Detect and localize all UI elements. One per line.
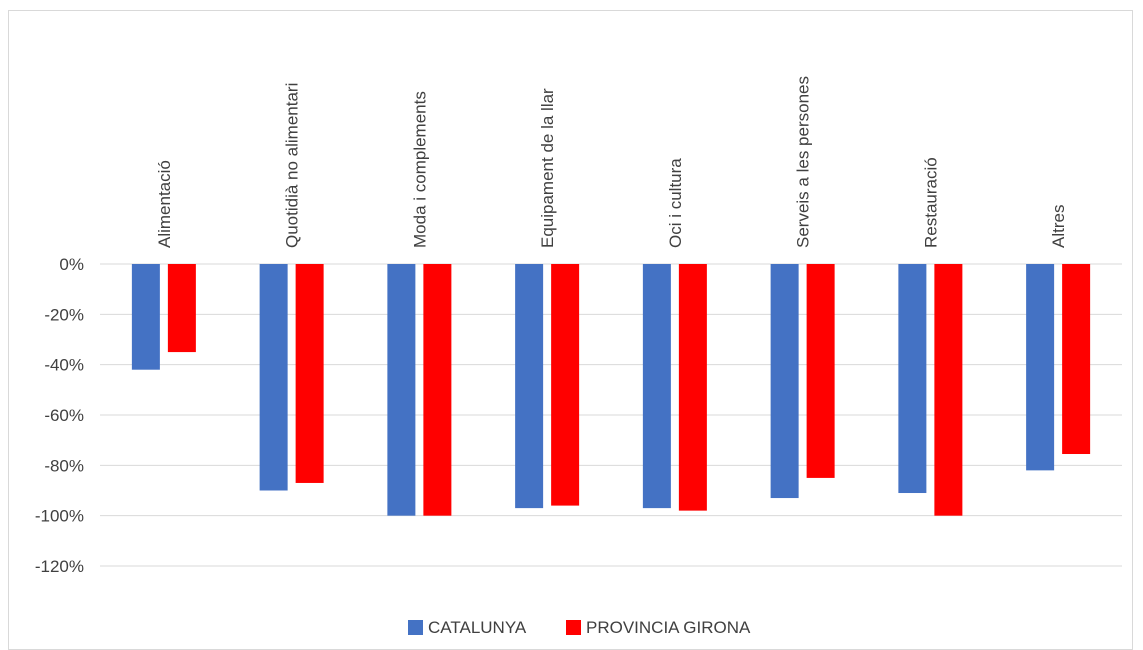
bar-catalunya: [259, 264, 288, 491]
legend-swatch: [408, 620, 423, 635]
bar-catalunya: [642, 264, 671, 509]
bar-girona: [934, 264, 963, 516]
legend-label: PROVINCIA GIRONA: [586, 618, 751, 637]
category-label: Equipament de la llar: [538, 88, 557, 248]
y-tick-label: -120%: [35, 557, 84, 576]
category-label: Moda i complements: [410, 91, 429, 248]
y-tick-label: -80%: [44, 456, 84, 475]
category-label: Restauració: [921, 157, 940, 248]
bar-catalunya: [770, 264, 799, 499]
bar-girona: [678, 264, 707, 511]
gridlines: [100, 263, 1122, 567]
category-label: Oci i cultura: [666, 158, 685, 248]
legend-label: CATALUNYA: [428, 618, 527, 637]
category-labels: Alimentació Quotidià no alimentari Moda i …: [155, 76, 1068, 248]
y-tick-label: -40%: [44, 356, 84, 375]
bars: [131, 264, 1091, 516]
bar-girona: [295, 264, 324, 483]
y-axis-tick-labels: 0% -20% -40% -60% -80% -100% -120%: [35, 255, 84, 576]
y-tick-label: -100%: [35, 507, 84, 526]
category-label: Serveis a les persones: [794, 76, 813, 248]
bar-catalunya: [515, 264, 544, 509]
bar-girona: [1062, 264, 1091, 455]
bar-girona: [167, 264, 196, 353]
legend-swatch: [566, 620, 581, 635]
bar-girona: [551, 264, 580, 506]
category-label: Alimentació: [155, 160, 174, 248]
category-label: Quotidià no alimentari: [283, 83, 302, 248]
bar-girona: [423, 264, 452, 516]
y-tick-label: 0%: [59, 255, 84, 274]
bar-girona: [806, 264, 835, 478]
bar-catalunya: [387, 264, 416, 516]
bar-catalunya: [898, 264, 927, 494]
bar-catalunya: [1026, 264, 1055, 471]
category-label: Altres: [1049, 205, 1068, 248]
bar-catalunya: [131, 264, 160, 370]
legend: CATALUNYA PROVINCIA GIRONA: [408, 618, 751, 637]
y-tick-label: -60%: [44, 406, 84, 425]
y-tick-label: -20%: [44, 305, 84, 324]
